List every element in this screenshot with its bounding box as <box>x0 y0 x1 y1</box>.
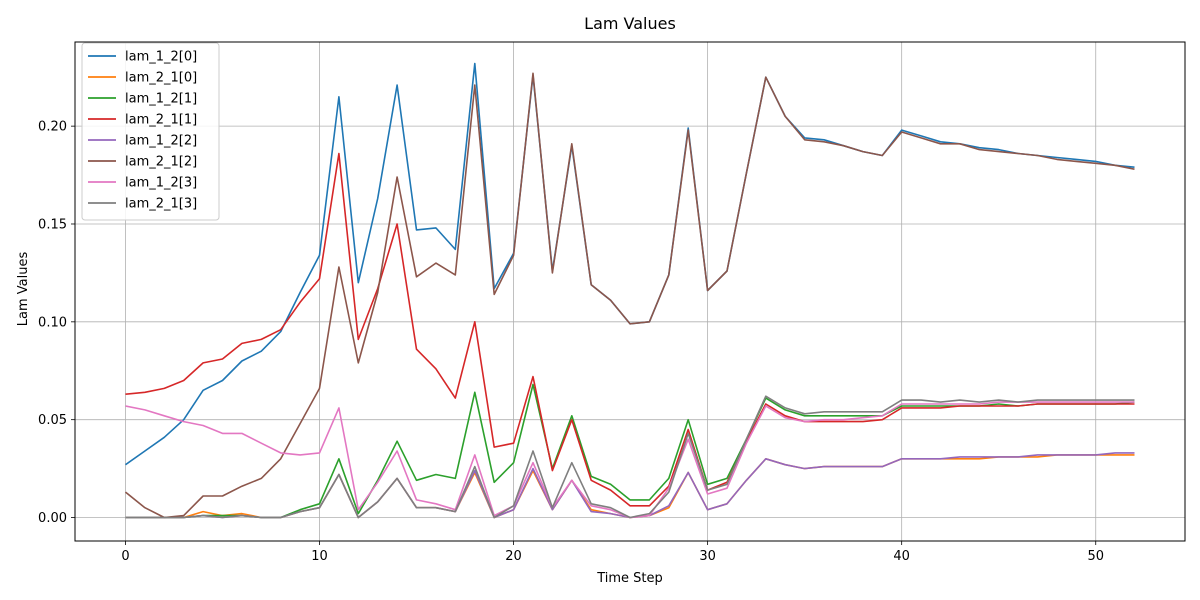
legend: lam_1_2[0] lam_2_1[0] lam_1_2[1] lam_2_1[1]… <box>81 42 220 221</box>
legend-label: lam_1_2[2] <box>125 134 197 149</box>
y-tick-label: 0.10 <box>38 315 67 330</box>
y-tick-label: 0.05 <box>38 413 67 428</box>
series-line-lam_1_2-0 <box>125 62 1135 466</box>
series-line-lam_2_1-1 <box>125 152 1135 507</box>
x-tick-label: 50 <box>1087 549 1104 564</box>
series-line-lam_2_1-3 <box>125 395 1135 519</box>
series-layer <box>124 62 1135 519</box>
y-tick-label: 0.20 <box>38 120 67 135</box>
x-tick-label: 20 <box>505 549 522 564</box>
y-axis-label: Lam Values <box>16 252 31 327</box>
legend-label: lam_2_1[2] <box>125 155 197 170</box>
series-line-lam_2_1-2 <box>124 72 1135 519</box>
legend-label: lam_1_2[3] <box>125 176 197 191</box>
legend-label: lam_2_1[3] <box>125 197 197 212</box>
x-tick-label: 10 <box>311 549 328 564</box>
plot-frame <box>74 41 1186 542</box>
x-axis-ticks: 0 10 20 30 40 50 <box>121 541 1104 564</box>
grid-lines <box>75 42 1185 541</box>
x-axis-label: Time Step <box>596 571 663 586</box>
y-tick-label: 0.15 <box>38 217 67 232</box>
legend-label: lam_1_2[0] <box>125 50 197 65</box>
y-tick-label: 0.00 <box>38 511 67 526</box>
legend-label: lam_2_1[1] <box>125 113 197 128</box>
x-tick-label: 40 <box>893 549 910 564</box>
legend-box <box>81 42 220 221</box>
legend-label: lam_2_1[0] <box>125 71 197 86</box>
y-axis-ticks: 0.00 0.05 0.10 0.15 0.20 <box>38 120 75 526</box>
x-tick-label: 0 <box>121 549 129 564</box>
series-line-lam_2_1-0 <box>125 454 1135 519</box>
x-tick-label: 30 <box>699 549 716 564</box>
legend-label: lam_1_2[1] <box>125 92 197 107</box>
chart-title: Lam Values <box>584 14 676 33</box>
